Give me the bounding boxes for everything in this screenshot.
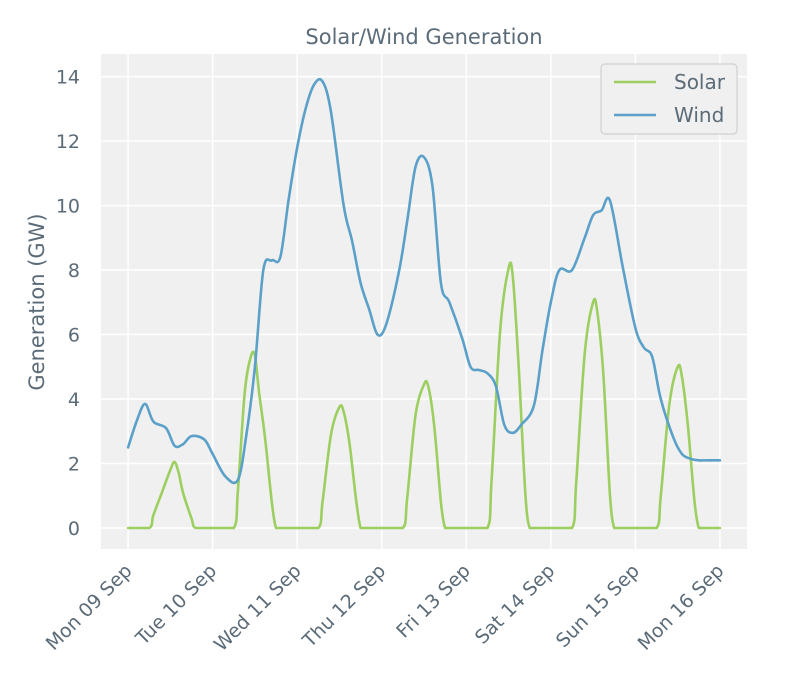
series-line-wind bbox=[126, 77, 722, 485]
plot-area-background bbox=[101, 54, 747, 549]
y-tick-label: 0 bbox=[68, 518, 80, 540]
x-tick-label: Wed 11 Sep bbox=[210, 560, 306, 656]
legend: Solar Wind bbox=[600, 63, 738, 135]
legend-solar-label: Solar bbox=[674, 70, 726, 94]
x-tick-label: Fri 13 Sep bbox=[392, 560, 475, 643]
y-axis-ticks: 0 2 4 6 8 10 12 14 bbox=[56, 67, 80, 540]
x-tick-label: Sat 14 Sep bbox=[471, 560, 560, 649]
chart-title: Solar/Wind Generation bbox=[305, 25, 542, 49]
x-tick-label: Sun 15 Sep bbox=[552, 560, 644, 652]
y-tick-label: 10 bbox=[56, 196, 80, 218]
y-tick-label: 12 bbox=[56, 131, 80, 153]
y-axis-label: Generation (GW) bbox=[25, 213, 49, 390]
legend-wind-label: Wind bbox=[674, 103, 724, 127]
y-tick-label: 6 bbox=[68, 325, 80, 347]
x-tick-label: Mon 09 Sep bbox=[42, 560, 137, 655]
x-tick-label: Tue 10 Sep bbox=[131, 560, 221, 650]
y-tick-label: 2 bbox=[68, 454, 80, 476]
x-tick-label: Thu 12 Sep bbox=[298, 560, 390, 652]
x-tick-label: Mon 16 Sep bbox=[634, 560, 729, 655]
y-tick-label: 4 bbox=[68, 389, 80, 411]
y-tick-label: 8 bbox=[68, 260, 80, 282]
grid-lines bbox=[101, 54, 747, 549]
series-layer bbox=[126, 77, 722, 530]
y-tick-label: 14 bbox=[56, 67, 80, 89]
